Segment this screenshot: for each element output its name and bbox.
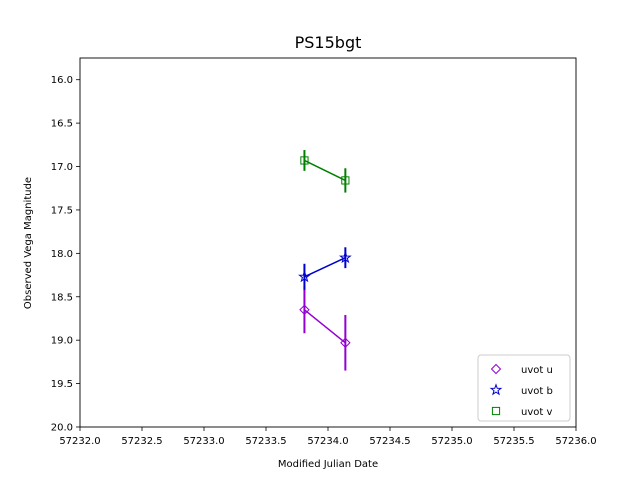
y-tick-label: 19.5 (51, 379, 73, 390)
legend-label-uvot-v: uvot v (521, 407, 552, 418)
legend-marker-uvot-v (491, 406, 501, 416)
y-axis-label: Observed Vega Magnitude (23, 177, 34, 309)
x-tick-label: 57234.5 (369, 436, 410, 447)
series-line-uvot-v (304, 159, 346, 182)
y-tick-label: 20.0 (51, 423, 73, 434)
y-tick-label: 18.0 (51, 249, 73, 260)
legend-box (477, 354, 571, 422)
legend-label-uvot-b: uvot b (521, 386, 553, 397)
series-line-uvot-u (303, 309, 346, 344)
x-tick-label: 57232.0 (59, 436, 100, 447)
chart-title: PS15bgt (295, 33, 362, 52)
data-point-uvot-b (338, 250, 352, 264)
y-tick-label: 17.5 (51, 205, 73, 216)
data-point-uvot-u (340, 337, 351, 348)
plot-area: 57232.0 57232.5 57233.0 57233.5 57234.0 57234… (51, 57, 597, 447)
y-tick-label: 19.0 (51, 336, 73, 347)
data-point-uvot-v (341, 176, 350, 185)
y-tick-label: 16.0 (51, 75, 73, 86)
x-tick-label: 57233.5 (245, 436, 286, 447)
legend-marker-uvot-u (490, 363, 502, 375)
x-tick-label: 57236.0 (555, 436, 596, 447)
data-point-uvot-v (300, 156, 309, 165)
legend-label-uvot-u: uvot u (521, 365, 553, 376)
x-tick-label: 57235.0 (431, 436, 472, 447)
y-tick-label: 18.5 (51, 292, 73, 303)
data-point-uvot-b (298, 270, 311, 283)
legend-marker-uvot-b (489, 383, 503, 396)
legend: uvot u uvot b uvot v (477, 354, 571, 422)
x-tick-label: 57235.5 (493, 436, 534, 447)
data-point-uvot-u (299, 304, 310, 315)
y-tick-label: 17.0 (51, 162, 73, 173)
x-tick-label: 57234.0 (307, 436, 348, 447)
x-axis-label: Modified Julian Date (278, 459, 378, 470)
series-line-uvot-b (304, 257, 346, 278)
y-tick-label: 16.5 (51, 119, 73, 130)
x-tick-label: 57232.5 (121, 436, 162, 447)
x-tick-label: 57233.0 (183, 436, 224, 447)
